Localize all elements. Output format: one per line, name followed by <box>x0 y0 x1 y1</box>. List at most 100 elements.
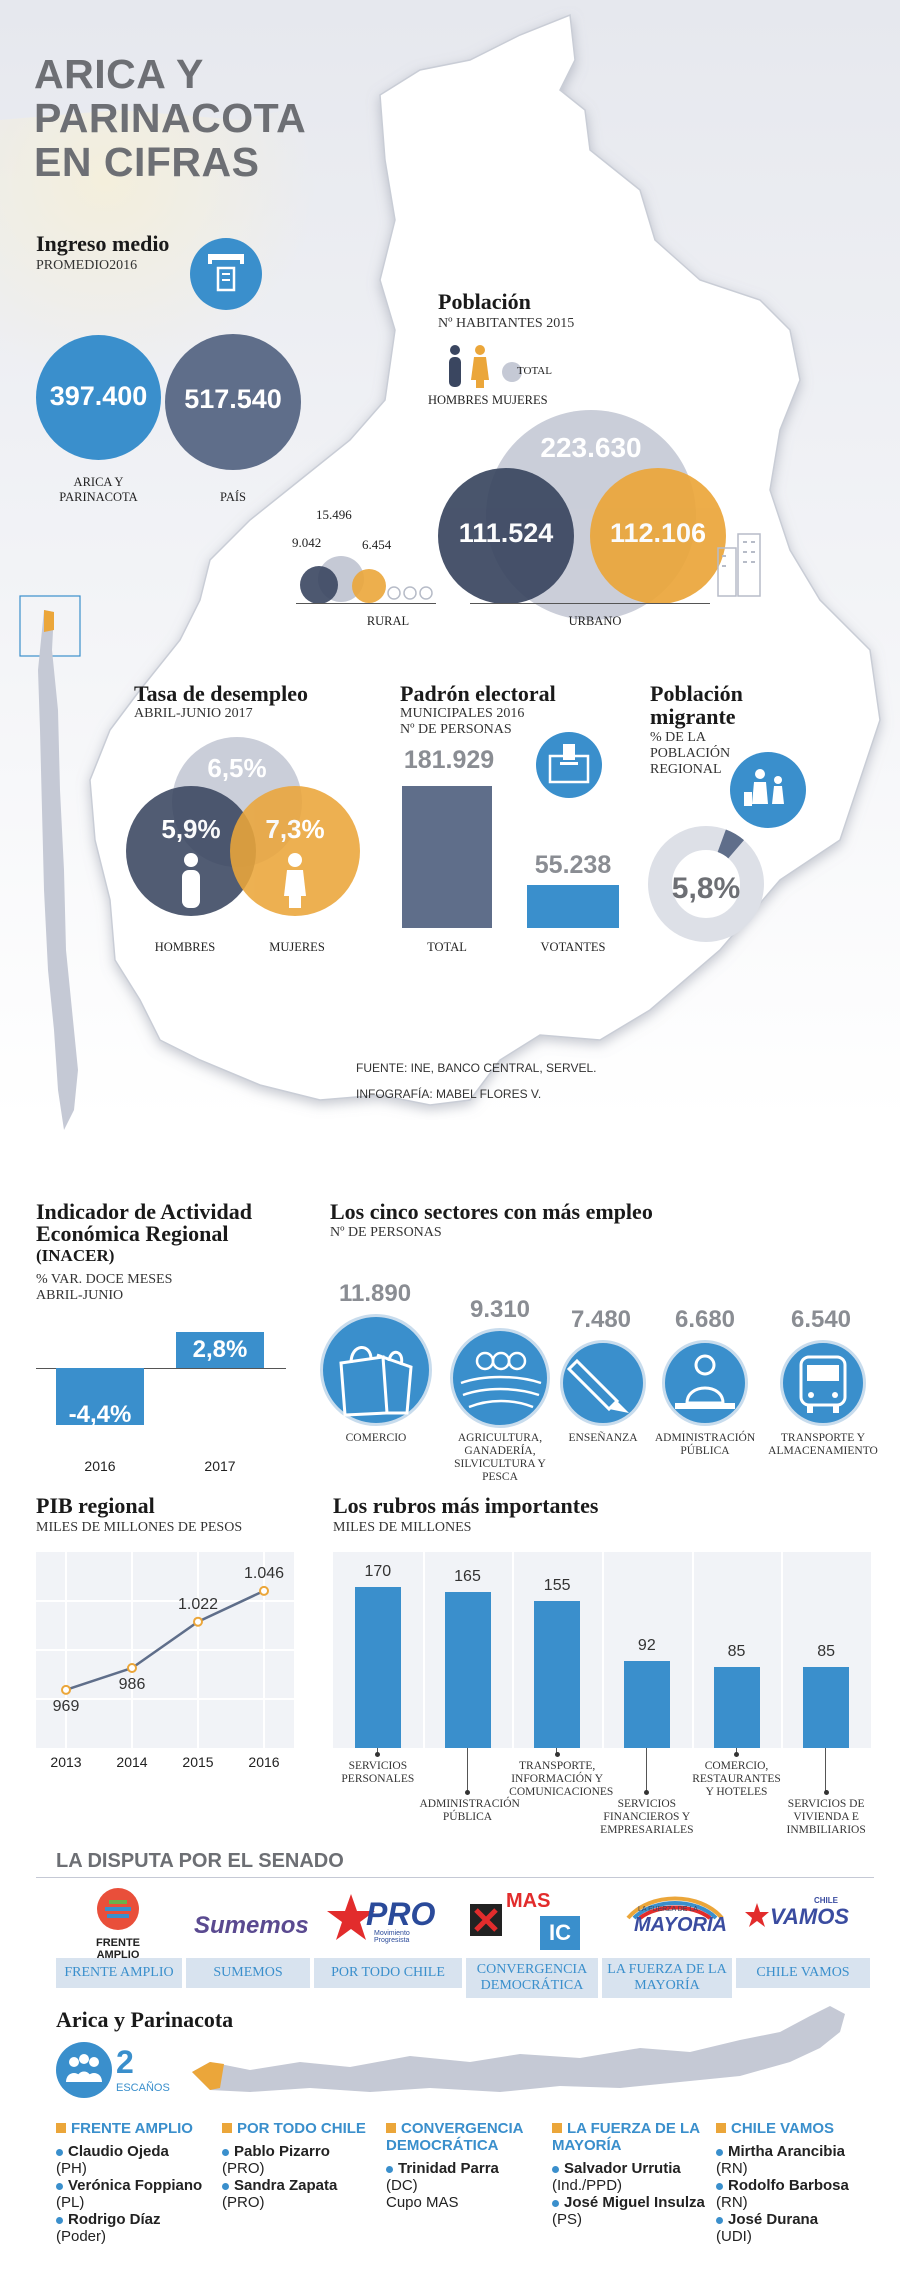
man-icon <box>182 853 200 908</box>
rubros-category-label: SERVICIOS FINANCIEROS Y EMPRESARIALES <box>600 1798 694 1836</box>
rural-women-circle <box>352 569 386 603</box>
urban-women-circle: 112.106 <box>590 468 726 604</box>
pib-year-label: 2014 <box>116 1754 148 1770</box>
pib-point <box>61 1684 71 1695</box>
rural-label: RURAL <box>366 614 410 628</box>
candidate-party: (RN) <box>716 2194 748 2211</box>
total-dot-icon <box>502 362 522 382</box>
candidate-party: (Ind./PPD) <box>552 2177 623 2194</box>
tab-fuerza-mayoria: LA FUERZA DE LA MAYORÍA <box>602 1958 732 1998</box>
list-chile-vamos: CHILE VAMOS Mirtha Arancibia (RN) Rodolfo… <box>716 2120 876 2245</box>
rubros-tick-dot <box>375 1752 381 1757</box>
tab-frente-amplio: FRENTE AMPLIO <box>56 1958 182 1988</box>
rubros-gridline <box>602 1552 604 1748</box>
legend-total: TOTAL <box>517 365 552 377</box>
rubros-value-label: 170 <box>364 1562 392 1580</box>
inacer-year-2016: 2016 <box>84 1458 116 1474</box>
income-country-label: PAÍS <box>220 490 246 504</box>
list-por-todo-chile-name: POR TODO CHILE <box>237 2120 366 2137</box>
rural-men-value: 9.042 <box>292 535 322 550</box>
bullet <box>716 2148 723 2156</box>
bullet <box>56 2148 63 2156</box>
legend-men: HOMBRES <box>428 393 489 407</box>
pib-year-label: 2016 <box>248 1754 280 1770</box>
candidate: Claudio Ojeda (PH) <box>56 2143 216 2177</box>
candidate-name: Pablo Pizarro <box>234 2143 330 2160</box>
bullet <box>552 2165 559 2173</box>
rubros-tick-dot <box>823 1790 829 1795</box>
sector-label-education: ENSEÑANZA <box>568 1432 638 1444</box>
candidate-party: (PRO) <box>222 2194 265 2211</box>
pib-value-label: 969 <box>52 1697 80 1715</box>
source-credit: FUENTE: INE, BANCO CENTRAL, SERVEL. INFO… <box>356 1055 597 1107</box>
tab-sumemos: SUMEMOS <box>186 1958 310 1988</box>
mayoria-logo: LA FUERZA DE LA MAYORIA <box>620 1890 730 1950</box>
tab-chile-vamos: CHILE VAMOS <box>736 1958 870 1988</box>
list-marker <box>552 2123 562 2133</box>
electoral-heading: Padrón electoral <box>400 681 556 706</box>
income-region-value: 397.400 <box>49 381 148 411</box>
rubros-tick-dot <box>734 1752 739 1757</box>
candidate: Rodrigo Díaz (Poder) <box>56 2211 216 2245</box>
rubros-value-label: 165 <box>454 1567 481 1585</box>
list-chile-vamos-title: CHILE VAMOS <box>716 2120 876 2137</box>
sectors-subtitle: Nº DE PERSONAS <box>330 1225 442 1240</box>
rubros-value-label: 85 <box>817 1643 836 1661</box>
list-por-todo-chile-title: POR TODO CHILE <box>222 2120 382 2137</box>
candidate-name: José Miguel Insulza <box>564 2194 705 2211</box>
frente-amplio-emblem-icon <box>97 1888 139 1930</box>
candidate: Rodolfo Barbosa (RN) <box>716 2177 876 2211</box>
transport-bus-icon <box>780 1340 866 1426</box>
migrant-subtitle: % DE LA POBLACIÓN REGIONAL <box>650 730 731 777</box>
chile-outline-map <box>19 595 81 1130</box>
agriculture-field-icon <box>450 1328 550 1428</box>
trees-icon <box>387 586 433 600</box>
rubros-gridline <box>422 1552 425 1748</box>
woman-icon <box>471 345 489 388</box>
candidate-note: Cupo MAS <box>386 2194 459 2211</box>
inacer-heading-2: Económica Regional <box>36 1221 229 1246</box>
rubros-tick <box>645 1748 647 1792</box>
candidate: Trinidad Parra (DC) Cupo MAS <box>386 2160 536 2211</box>
unemployment-subtitle: ABRIL-JUNIO 2017 <box>134 706 253 721</box>
candidate-party: (UDI) <box>716 2228 752 2245</box>
candidate: Salvador Urrutia (Ind./PPD) <box>552 2160 712 2194</box>
pib-value-label: 986 <box>118 1676 146 1693</box>
rubros-bar <box>623 1660 670 1748</box>
pib-heading: PIB regional <box>36 1493 155 1518</box>
candidate-name: Sandra Zapata <box>234 2177 338 2194</box>
rubros-category-label: TRANSPORTE, INFORMACIÓN Y COMUNICACIONES <box>509 1760 614 1798</box>
frente-amplio-logo: FRENTE AMPLIO <box>78 1886 158 1961</box>
public-admin-person-icon <box>662 1340 748 1426</box>
population-heading: Población <box>438 289 531 314</box>
unemployment-men-circle: 5,9% <box>126 786 256 916</box>
pib-point <box>193 1616 203 1627</box>
pib-point <box>259 1585 269 1596</box>
candidate-party: (Poder) <box>56 2228 107 2245</box>
rubros-tick <box>556 1748 558 1754</box>
candidate-name: Claudio Ojeda <box>68 2143 169 2160</box>
pro-logo-text: PRO <box>366 1896 436 1932</box>
list-fuerza-mayoria: LA FUERZA DE LA MAYORÍA Salvador Urrutia… <box>552 2120 712 2228</box>
electoral-total-value: 181.929 <box>403 746 495 774</box>
inacer-year-2017: 2017 <box>204 1458 236 1474</box>
pib-labels: 969 2013 986 2014 1.022 2015 1.046 2016 <box>36 1552 294 1772</box>
chile-vamos-logo: CHILE VAMOS <box>744 1896 854 1936</box>
unemployment-women-label: MUJERES <box>269 940 325 954</box>
candidate-name: Rodrigo Díaz <box>68 2211 161 2228</box>
pib-point <box>127 1663 137 1673</box>
rural-total-value: 15.496 <box>316 507 352 522</box>
pro-logo: PRO Movimiento Progresista <box>326 1892 446 1944</box>
candidate-name: Trinidad Parra <box>398 2160 499 2177</box>
chile-vamos-star-icon <box>745 1903 769 1927</box>
tab-por-todo-chile: POR TODO CHILE <box>314 1958 462 1988</box>
bullet <box>716 2182 723 2190</box>
list-marker <box>716 2123 726 2133</box>
list-frente-amplio-name: FRENTE AMPLIO <box>71 2120 193 2137</box>
mas-logo-text: MAS <box>506 1890 551 1912</box>
urban-men-circle: 111.524 <box>438 468 574 604</box>
chile-vamos-logo-top: CHILE <box>814 1896 838 1905</box>
migrant-donut <box>648 826 764 942</box>
list-marker <box>222 2123 232 2133</box>
list-convergencia-title: CONVERGENCIA DEMOCRÁTICA <box>386 2120 536 2154</box>
